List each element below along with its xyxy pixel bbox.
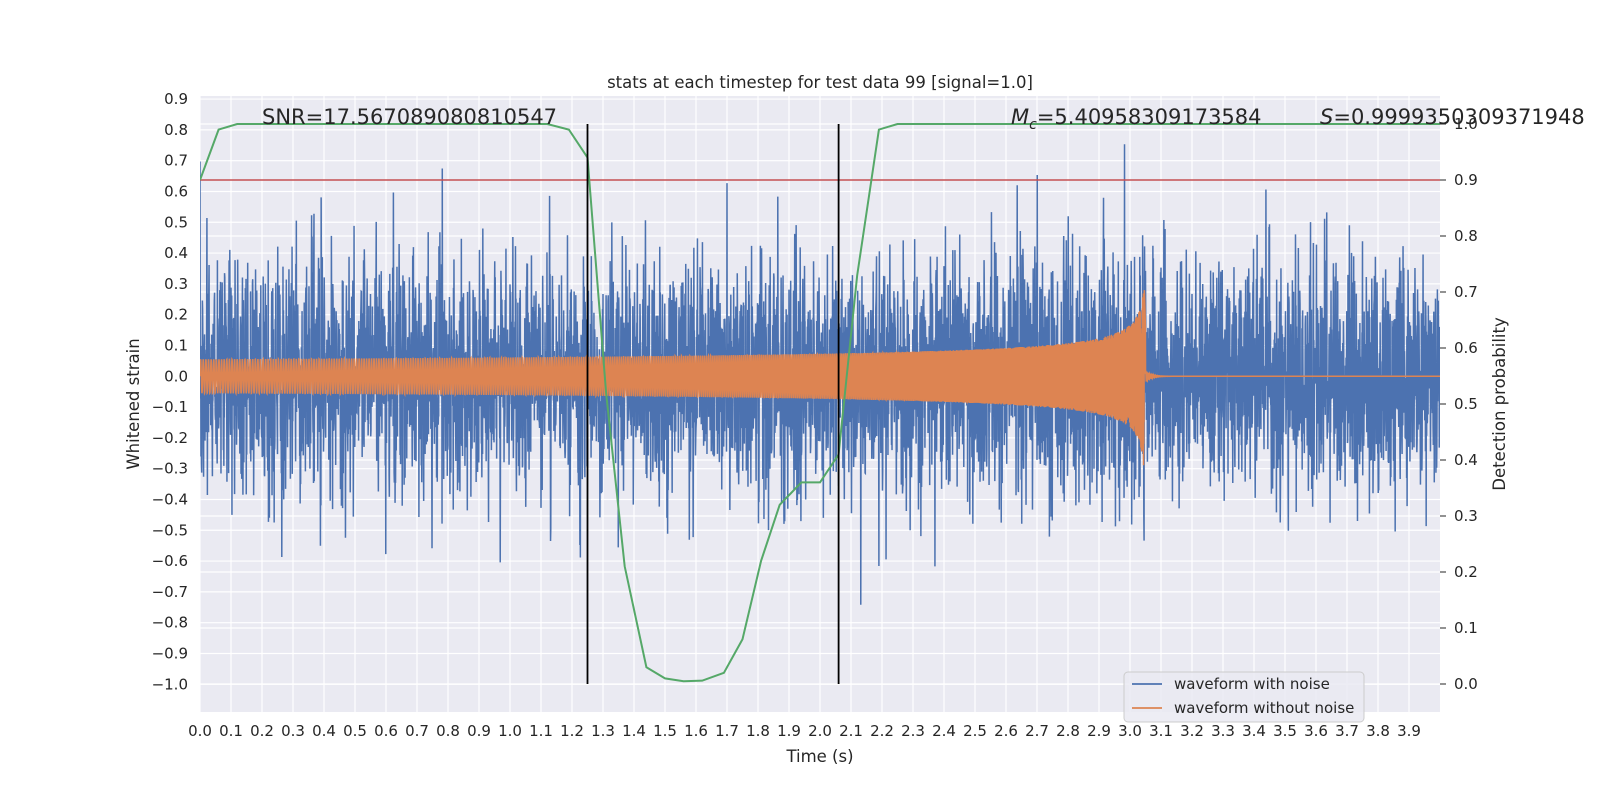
x-tick-label: 1.9 bbox=[777, 722, 801, 740]
x-tick-label: 0.3 bbox=[281, 722, 305, 740]
y2-tick-label: 0.5 bbox=[1454, 395, 1478, 413]
x-tick-label: 2.2 bbox=[870, 722, 894, 740]
y-tick-label: −0.1 bbox=[152, 398, 188, 416]
x-tick-label: 3.5 bbox=[1273, 722, 1297, 740]
x-tick-label: 2.3 bbox=[901, 722, 925, 740]
y-tick-label: −0.9 bbox=[152, 644, 188, 662]
x-tick-label: 2.5 bbox=[963, 722, 987, 740]
y-tick-label: 0.6 bbox=[164, 182, 188, 200]
annotation-mc-subscript: c bbox=[1029, 117, 1037, 133]
x-tick-label: 0.2 bbox=[250, 722, 274, 740]
x-tick-label: 3.0 bbox=[1118, 722, 1142, 740]
y-tick-label: 0.7 bbox=[164, 152, 188, 170]
y-tick-label: −0.8 bbox=[152, 614, 188, 632]
series-waveform-with-noise bbox=[200, 144, 1440, 605]
x-tick-label: 1.5 bbox=[653, 722, 677, 740]
annotation-chirp-mass: Mc=5.40958309173584 bbox=[1011, 105, 1262, 133]
annotation-s-symbol: S bbox=[1320, 105, 1333, 129]
y-tick-label: −0.2 bbox=[152, 429, 188, 447]
x-tick-label: 0.1 bbox=[219, 722, 243, 740]
y2-tick-label: 0.7 bbox=[1454, 283, 1478, 301]
legend-box bbox=[1123, 671, 1365, 723]
x-tick-label: 2.0 bbox=[808, 722, 832, 740]
legend: waveform with noise waveform without noi… bbox=[1123, 671, 1365, 723]
y-tick-label: −1.0 bbox=[152, 675, 188, 693]
x-tick-label: 2.7 bbox=[1025, 722, 1049, 740]
x-tick-label: 1.8 bbox=[746, 722, 770, 740]
y2-tick-labels: 1.0 0.9 0.8 0.7 0.6 0.5 0.4 0.3 0.2 0.1 0.0 bbox=[1440, 115, 1478, 693]
y-tick-labels: 0.9 0.8 0.7 0.6 0.5 0.4 0.3 0.2 0.1 0.0 −0.1 −0.2 −0… bbox=[152, 90, 188, 693]
annotation-mc-symbol: M bbox=[1011, 105, 1029, 129]
x-tick-label: 2.8 bbox=[1056, 722, 1080, 740]
x-tick-label: 3.7 bbox=[1335, 722, 1359, 740]
x-tick-label: 1.6 bbox=[684, 722, 708, 740]
y2-tick-label: 0.1 bbox=[1454, 619, 1478, 637]
x-tick-label: 3.1 bbox=[1149, 722, 1173, 740]
x-tick-label: 2.1 bbox=[839, 722, 863, 740]
x-tick-label: 3.4 bbox=[1242, 722, 1266, 740]
y-tick-label: 0.0 bbox=[164, 367, 188, 385]
y-tick-label: 0.5 bbox=[164, 213, 188, 231]
y2-tick-label: 0.6 bbox=[1454, 339, 1478, 357]
x-tick-label: 3.2 bbox=[1180, 722, 1204, 740]
x-tick-label: 0.5 bbox=[343, 722, 367, 740]
y-tick-label: −0.6 bbox=[152, 552, 188, 570]
annotation-s: S=0.9999350309371948 bbox=[1320, 105, 1585, 129]
x-tick-label: 0.8 bbox=[436, 722, 460, 740]
x-tick-labels: 0.0 0.1 0.2 0.3 0.4 0.5 0.6 0.7 0.8 0.9 1.0 1.1 1.2 1… bbox=[188, 722, 1421, 740]
x-tick-label: 0.7 bbox=[405, 722, 429, 740]
x-axis-label: Time (s) bbox=[785, 747, 853, 766]
y-tick-label: 0.3 bbox=[164, 275, 188, 293]
series-waveform-without-noise bbox=[200, 290, 1440, 466]
annotation-s-value: =0.9999350309371948 bbox=[1333, 105, 1584, 129]
annotation-mc-value: =5.40958309173584 bbox=[1037, 105, 1262, 129]
x-tick-label: 1.4 bbox=[622, 722, 646, 740]
x-tick-label: 0.4 bbox=[312, 722, 336, 740]
x-tick-label: 1.7 bbox=[715, 722, 739, 740]
y-tick-label: 0.1 bbox=[164, 336, 188, 354]
x-tick-label: 0.0 bbox=[188, 722, 212, 740]
x-tick-label: 3.9 bbox=[1397, 722, 1421, 740]
y-tick-label: −0.4 bbox=[152, 490, 188, 508]
chart-title: stats at each timestep for test data 99 … bbox=[607, 73, 1033, 92]
y-tick-label: −0.5 bbox=[152, 521, 188, 539]
y2-tick-label: 0.2 bbox=[1454, 563, 1478, 581]
y-axis-label: Whitened strain bbox=[124, 338, 143, 469]
y2-tick-label: 0.9 bbox=[1454, 171, 1478, 189]
x-tick-label: 2.9 bbox=[1087, 722, 1111, 740]
y2-tick-label: 0.0 bbox=[1454, 675, 1478, 693]
annotation-snr: SNR=17.567089080810547 bbox=[262, 105, 557, 129]
y2-tick-label: 1.0 bbox=[1454, 115, 1478, 133]
y-tick-label: 0.4 bbox=[164, 244, 188, 262]
x-tick-label: 0.6 bbox=[374, 722, 398, 740]
y-tick-label: −0.7 bbox=[152, 583, 188, 601]
x-tick-label: 3.8 bbox=[1366, 722, 1390, 740]
x-tick-label: 2.4 bbox=[932, 722, 956, 740]
x-tick-label: 3.6 bbox=[1304, 722, 1328, 740]
y2-axis-label: Detection probability bbox=[1490, 317, 1509, 491]
x-tick-label: 1.1 bbox=[529, 722, 553, 740]
y2-tick-label: 0.3 bbox=[1454, 507, 1478, 525]
vertical-marker-lines bbox=[586, 124, 840, 684]
y-tick-label: 0.8 bbox=[164, 121, 188, 139]
x-tick-label: 1.2 bbox=[560, 722, 584, 740]
x-tick-label: 2.6 bbox=[994, 722, 1018, 740]
legend-label-clean: waveform without noise bbox=[1174, 699, 1354, 717]
y-tick-label: 0.2 bbox=[164, 306, 188, 324]
x-tick-label: 1.3 bbox=[591, 722, 615, 740]
x-tick-label: 1.0 bbox=[498, 722, 522, 740]
y2-tick-label: 0.8 bbox=[1454, 227, 1478, 245]
legend-label-noise: waveform with noise bbox=[1174, 675, 1330, 693]
y2-tick-label: 0.4 bbox=[1454, 451, 1478, 469]
x-tick-label: 3.3 bbox=[1211, 722, 1235, 740]
y-tick-label: −0.3 bbox=[152, 460, 188, 478]
x-tick-label: 0.9 bbox=[467, 722, 491, 740]
y-tick-label: 0.9 bbox=[164, 90, 188, 108]
